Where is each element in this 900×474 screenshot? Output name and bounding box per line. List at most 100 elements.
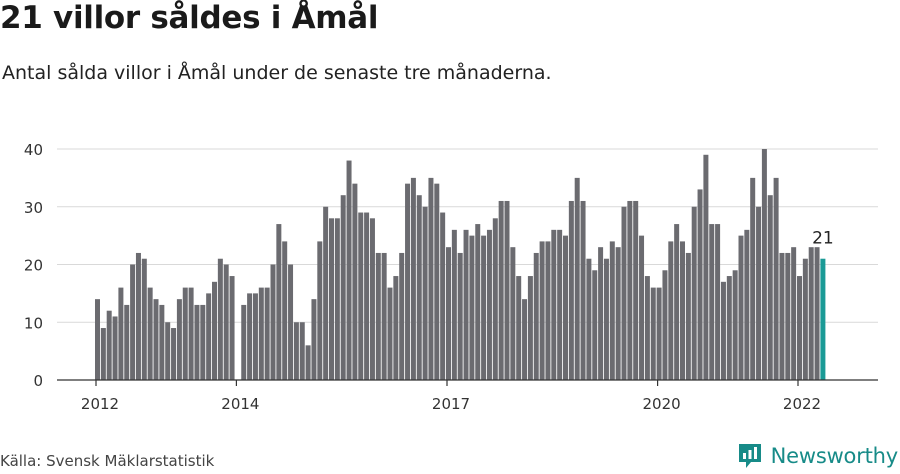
newsworthy-brand[interactable]: Newsworthy	[737, 441, 898, 471]
bar	[364, 212, 370, 380]
bar	[159, 304, 165, 380]
brand-name: Newsworthy	[770, 444, 899, 468]
bar	[393, 276, 399, 380]
bar	[416, 195, 422, 380]
bar	[182, 287, 188, 380]
bar	[165, 322, 171, 380]
bar	[574, 177, 580, 381]
bar	[194, 304, 200, 380]
y-tick-label: 40	[24, 141, 43, 159]
bar	[212, 281, 217, 380]
bar	[434, 183, 440, 380]
bar	[457, 252, 463, 380]
bar	[135, 252, 141, 380]
x-axis-ticks: 2012 2014 2017 2020 2022	[81, 380, 821, 413]
bar	[510, 247, 516, 380]
bar	[229, 276, 235, 380]
bars	[95, 149, 826, 381]
y-tick-label: 0	[33, 372, 43, 390]
bar	[276, 224, 282, 380]
bar	[241, 304, 247, 380]
bar	[609, 241, 615, 380]
bar	[750, 177, 756, 381]
bar	[340, 195, 346, 380]
bar-latest	[820, 258, 826, 380]
bar	[410, 177, 416, 381]
bar	[317, 241, 323, 380]
bar	[124, 304, 130, 380]
bar	[516, 276, 522, 380]
bar	[767, 195, 773, 380]
bar	[252, 293, 258, 381]
bar	[668, 241, 674, 380]
bar	[797, 276, 802, 380]
bar	[644, 276, 650, 380]
bar	[247, 293, 253, 381]
bar	[200, 304, 206, 380]
bar	[112, 316, 118, 380]
bar	[270, 264, 276, 380]
bar	[188, 287, 194, 380]
bar	[171, 328, 177, 380]
bar	[463, 229, 469, 380]
bar	[527, 276, 533, 380]
bar	[744, 229, 750, 380]
bar	[206, 293, 212, 381]
bar	[720, 281, 726, 380]
bar	[176, 299, 182, 380]
bar	[95, 299, 100, 380]
bar	[282, 241, 288, 380]
bar	[738, 235, 744, 381]
bar	[329, 218, 334, 380]
bar	[603, 258, 609, 380]
bar	[106, 310, 112, 380]
x-tick-label: 2012	[81, 395, 119, 413]
bar	[697, 189, 703, 380]
bar	[633, 200, 639, 380]
bar	[147, 287, 153, 380]
bar	[299, 322, 305, 380]
bar	[533, 252, 539, 380]
bar	[615, 247, 621, 380]
bar	[451, 229, 457, 380]
annotations: 21	[812, 229, 834, 249]
bar	[352, 183, 358, 380]
bar	[399, 252, 405, 380]
bar	[621, 206, 627, 380]
y-tick-label: 20	[24, 257, 43, 275]
bar	[598, 247, 604, 380]
y-tick-label: 10	[24, 314, 43, 332]
bar	[522, 299, 528, 380]
bar	[346, 160, 352, 380]
bar	[481, 235, 487, 381]
newsworthy-logo-icon	[738, 444, 761, 468]
bar	[130, 264, 136, 380]
bar	[802, 258, 808, 380]
bar	[469, 235, 475, 381]
bar	[656, 287, 662, 380]
bar	[153, 299, 159, 380]
y-axis-ticks: 0 10 20 30 40	[24, 141, 43, 390]
bar	[475, 224, 481, 380]
bar	[422, 206, 428, 380]
bar	[779, 252, 785, 380]
bar	[761, 149, 767, 380]
bar-chart: 0 10 20 30 40 2012 2014 2017 2020 2022 21	[24, 141, 878, 413]
bar	[568, 200, 574, 380]
bar	[141, 258, 147, 380]
source-note: Källa: Svensk Mäklarstatistik	[0, 452, 215, 470]
bar	[563, 235, 568, 381]
bar	[551, 229, 557, 380]
bar	[785, 252, 791, 380]
bar	[703, 154, 709, 380]
bar	[662, 270, 668, 380]
bar	[732, 270, 738, 380]
bar	[428, 177, 434, 381]
bar	[808, 247, 814, 380]
bar	[627, 200, 633, 380]
bar	[381, 252, 387, 380]
bar	[685, 252, 691, 380]
bar	[492, 218, 498, 380]
bar	[691, 206, 697, 380]
bar	[756, 206, 762, 380]
